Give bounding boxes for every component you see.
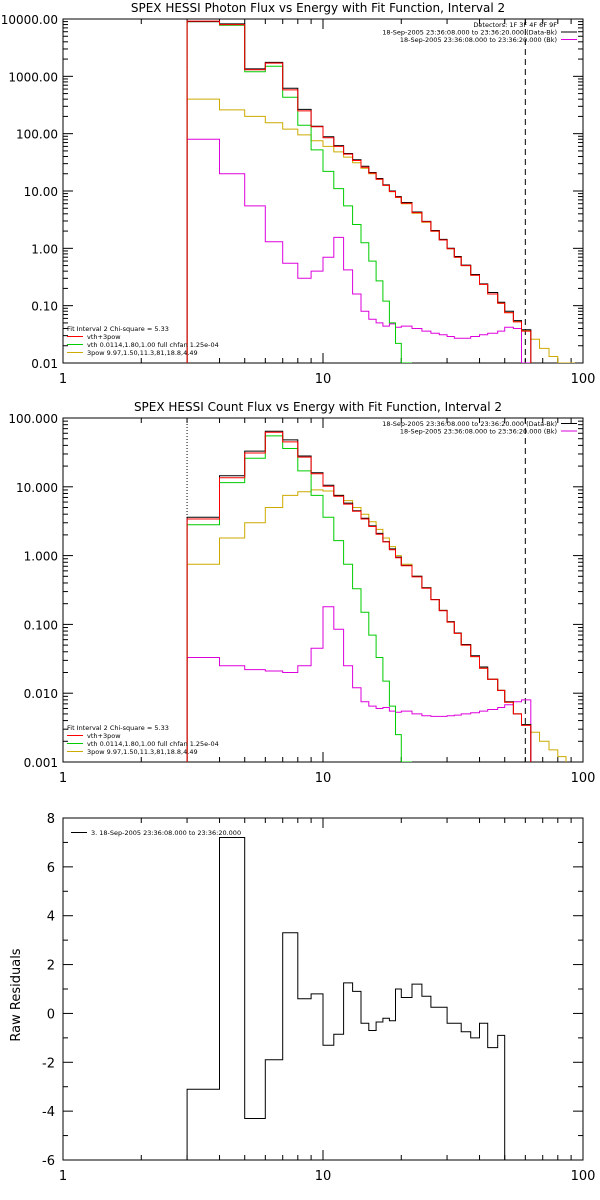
legend-bottom-entry: vth+3pow xyxy=(87,333,121,341)
series-vth-line xyxy=(186,435,412,762)
y-tick-label: 10.00 xyxy=(24,185,58,199)
y-tick-label: 100.00 xyxy=(16,128,58,142)
photon-flux-title: SPEX HESSI Photon Flux vs Energy with Fi… xyxy=(131,1,505,15)
y-tick-label: 0.010 xyxy=(24,687,58,701)
y-tick-label: 0 xyxy=(47,1007,55,1022)
photon-flux-panel: SPEX HESSI Photon Flux vs Energy with Fi… xyxy=(1,1,596,387)
y-tick-label: 8 xyxy=(47,812,55,827)
y-tick-label: 1.00 xyxy=(31,242,58,256)
y-tick-label: 4 xyxy=(47,910,55,925)
count-flux-panel: SPEX HESSI Count Flux vs Energy with Fit… xyxy=(8,400,595,786)
x-tick-label: 100 xyxy=(571,372,596,387)
y-tick-label: -4 xyxy=(42,1105,55,1120)
count-flux-title: SPEX HESSI Count Flux vs Energy with Fit… xyxy=(134,400,502,414)
x-tick-label: 1 xyxy=(59,1169,67,1184)
y-tick-label: -2 xyxy=(42,1056,55,1071)
legend-top-entry: 18-Sep-2005 23:36:08.000 to 23:36:20.000… xyxy=(400,36,557,44)
y-tick-label: 0.01 xyxy=(31,357,58,371)
y-tick-label: 10000.00 xyxy=(1,13,58,27)
residuals-ylabel: Raw Residuals xyxy=(9,948,24,1041)
legend-entry: 3. 18-Sep-2005 23:36:08.000 to 23:36:20.… xyxy=(91,829,241,837)
series-group xyxy=(186,837,506,1160)
y-tick-label: 1000.00 xyxy=(8,70,58,84)
x-tick-label: 100 xyxy=(571,771,596,786)
series-group xyxy=(186,418,567,762)
legend-bottom-entry: vth+3pow xyxy=(87,732,121,740)
y-tick-label: -6 xyxy=(42,1154,55,1169)
x-tick-label: 1 xyxy=(59,372,67,387)
legend-bottom-entry: vth 0.0114,1.80,1.00 full chfan 1.25e-04 xyxy=(87,740,219,748)
series-vth+3pow-line xyxy=(186,431,532,762)
series-data-bk-line xyxy=(186,21,532,363)
legend-top-entry: 18-Sep-2005 23:36:08.000 to 23:36:20.000… xyxy=(400,428,557,436)
x-tick-label: 10 xyxy=(315,372,332,387)
legend-bottom-entry: 3pow 9.97,1.50,11.3,81,18.8,4.49 xyxy=(87,349,198,357)
legend-bottom-entry: Fit Interval 2 Chi-square = 5.33 xyxy=(67,325,169,333)
y-tick-label: 6 xyxy=(47,861,55,876)
series-bk-line xyxy=(186,138,531,363)
x-tick-label: 100 xyxy=(571,1169,596,1184)
legend-top-entry: 18-Sep-2005 23:36:08.000 to 23:36:20.000… xyxy=(382,29,557,37)
legend-bottom-entry: Fit Interval 2 Chi-square = 5.33 xyxy=(67,724,169,732)
legend-bottom-entry: vth 0.0114,1.80,1.00 full chfan 1.25e-04 xyxy=(87,341,219,349)
y-tick-label: 1.000 xyxy=(24,550,58,564)
y-tick-label: 2 xyxy=(47,959,55,974)
legend-bottom-entry: 3pow 9.97,1.50,11.3,81,18.8,4.49 xyxy=(87,748,198,756)
series-vth+3pow-line xyxy=(186,20,532,363)
y-tick-label: 0.001 xyxy=(24,756,58,770)
series-vth-line xyxy=(186,21,412,363)
series-group xyxy=(186,19,575,363)
residuals-panel: Raw Residuals 1 10 100 -6 -4 -2 0 2 4 6 8 3. 18-Sep… xyxy=(9,812,595,1184)
series-3pow-line xyxy=(186,98,575,363)
y-tick-label: 0.10 xyxy=(31,300,58,314)
legend-top-entry: 18-Sep-2005 23:36:08.000 to 23:36:20.000… xyxy=(382,420,557,428)
y-tick-label: 10.000 xyxy=(16,481,58,495)
x-tick-label: 10 xyxy=(315,771,332,786)
x-tick-label: 10 xyxy=(315,1169,332,1184)
y-tick-label: 100.000 xyxy=(8,412,58,426)
legend-top-entry: Detectors: 1F 3F 4F 6F 9F xyxy=(473,21,557,29)
plot-frame xyxy=(62,417,584,763)
y-tick-label: 0.100 xyxy=(24,618,58,632)
series-3. 18-Sep-2005 23:36:08.000 to 23:36:20.000-line xyxy=(186,837,506,1160)
x-tick-label: 1 xyxy=(59,771,67,786)
series-bk-line xyxy=(186,606,532,762)
